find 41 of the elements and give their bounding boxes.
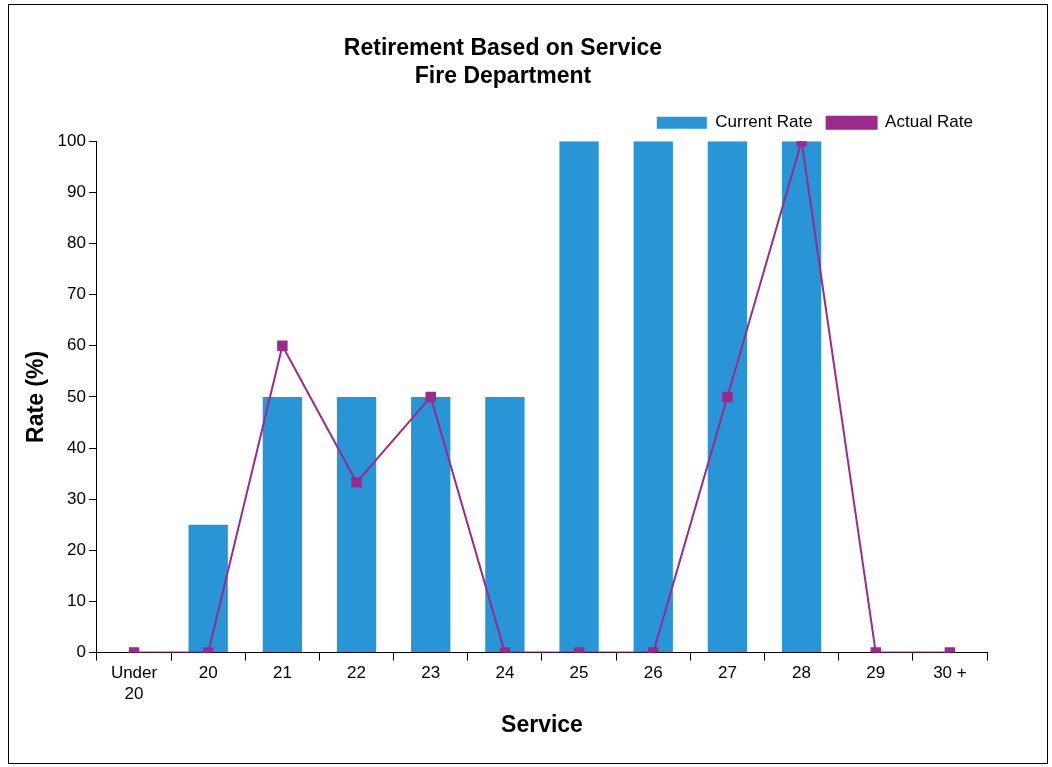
x-tick-label: 26 [643, 663, 663, 683]
x-tick-label: 25 [569, 663, 589, 683]
y-tick-label: 90 [67, 182, 86, 202]
x-tick-label: 20 [198, 663, 218, 683]
y-tick-label: 100 [57, 130, 86, 150]
point [351, 477, 362, 488]
y-tick-label: 10 [67, 591, 86, 611]
bar [485, 396, 525, 653]
y-axis-title: Rate (%) [22, 350, 49, 443]
x-tick-label: 24 [495, 663, 515, 683]
chart-title: Retirement Based on Service Fire Department [343, 34, 663, 88]
bar [336, 396, 377, 653]
point [722, 391, 733, 403]
bar [559, 141, 599, 653]
y-tick-label: 70 [67, 284, 86, 304]
x-tick-label: 29 [866, 663, 886, 683]
y-tick-label: 50 [67, 386, 86, 406]
legend-label: Actual Rate [885, 112, 974, 132]
x-tick-label: 27 [717, 663, 737, 683]
bar [188, 524, 228, 653]
y-tick-label: 80 [67, 233, 86, 253]
y-tick-label: 0 [76, 642, 86, 662]
y-tick-label: 60 [67, 335, 86, 355]
y-tick-label: 20 [67, 540, 86, 560]
y-tick-label: 40 [67, 437, 86, 457]
point [425, 391, 436, 403]
x-tick-label: 22 [347, 663, 367, 683]
x-tick-label: 21 [272, 663, 292, 683]
x-tick-label: Under 20 [110, 663, 158, 703]
bar [411, 396, 451, 653]
y-tick-label: 30 [67, 488, 86, 508]
point [277, 340, 288, 351]
bar [633, 141, 673, 653]
legend-label: Current Rate [715, 112, 813, 132]
x-axis-title: Service [501, 710, 583, 737]
x-tick-label: 28 [792, 663, 812, 683]
x-tick-label: 23 [421, 663, 441, 683]
bar [781, 141, 822, 653]
x-tick-label: 30 + [933, 663, 967, 683]
bar [707, 141, 748, 653]
bar [262, 396, 303, 653]
